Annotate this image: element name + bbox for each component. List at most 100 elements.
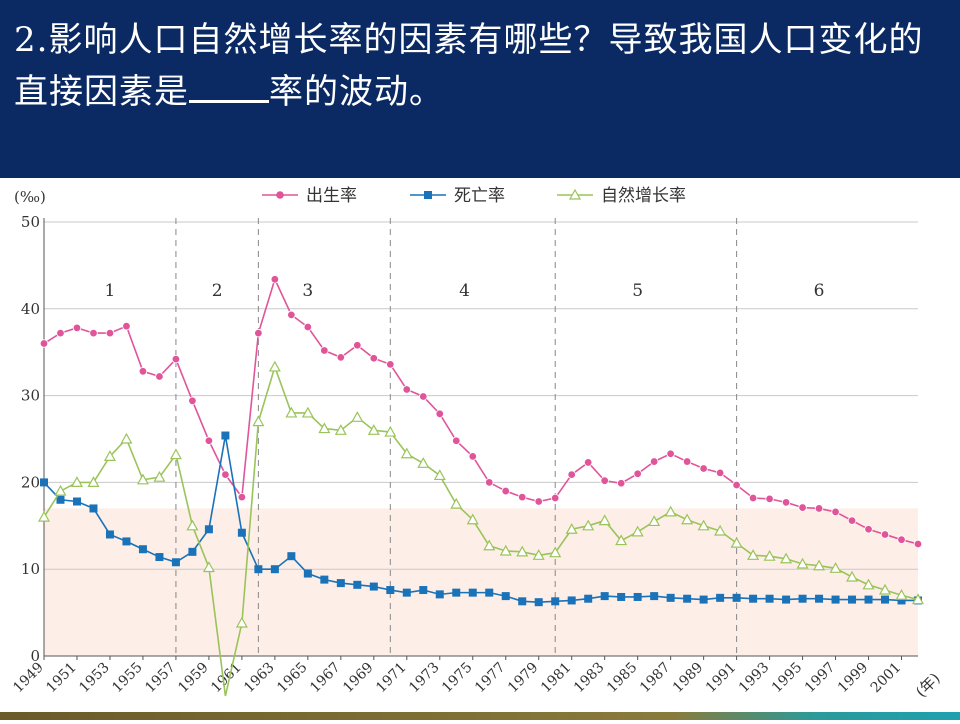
x-tick-label: 1989 xyxy=(670,660,707,697)
data-point-death xyxy=(353,580,362,589)
y-tick-label: 10 xyxy=(21,560,40,578)
shaded-band-lower xyxy=(44,508,918,656)
slide-header: 2.影响人口自然增长率的因素有哪些？导致我国人口变化的直接因素是 率的波动。 xyxy=(0,0,960,178)
data-point-birth xyxy=(567,470,576,479)
data-point-death xyxy=(56,495,65,504)
data-point-birth xyxy=(56,328,65,338)
x-tick-label: 1959 xyxy=(175,660,212,697)
data-point-natural xyxy=(252,415,265,427)
data-point-birth xyxy=(847,516,857,525)
data-point-natural xyxy=(582,519,595,531)
data-point-death xyxy=(303,569,312,578)
x-tick-label: 1997 xyxy=(802,660,839,697)
data-point-birth xyxy=(435,409,444,419)
x-tick-label: 1949 xyxy=(10,660,47,697)
data-point-death xyxy=(369,582,378,591)
legend-label-birth: 出生率 xyxy=(306,186,357,206)
data-point-death xyxy=(221,431,230,440)
data-point-natural xyxy=(878,583,892,595)
data-point-natural xyxy=(466,513,479,525)
data-point-death xyxy=(435,590,444,599)
data-point-death xyxy=(419,586,428,595)
data-point-natural xyxy=(186,519,199,531)
data-point-birth xyxy=(534,497,543,506)
data-point-natural xyxy=(648,515,661,527)
data-point-natural xyxy=(136,473,149,485)
data-point-birth xyxy=(649,457,659,466)
data-point-birth xyxy=(419,392,428,401)
data-point-natural xyxy=(664,505,677,517)
data-point-birth xyxy=(369,354,379,363)
data-point-natural xyxy=(796,557,809,569)
data-point-death xyxy=(732,593,741,602)
data-point-birth xyxy=(188,396,197,406)
data-point-death xyxy=(650,592,659,601)
data-point-death xyxy=(815,594,824,603)
data-point-death xyxy=(402,588,411,597)
data-point-natural xyxy=(846,570,859,582)
period-label: 6 xyxy=(814,281,825,301)
data-point-natural xyxy=(598,514,611,526)
period-label: 1 xyxy=(105,281,116,301)
data-point-death xyxy=(287,552,296,561)
data-point-birth xyxy=(320,346,329,355)
x-tick-label: 1957 xyxy=(142,660,179,697)
data-point-natural xyxy=(631,525,644,537)
data-point-birth xyxy=(303,322,313,332)
data-point-death xyxy=(485,588,494,597)
data-point-birth xyxy=(501,486,510,496)
data-point-birth xyxy=(798,503,807,512)
x-tick-label: 1993 xyxy=(736,660,773,697)
data-point-birth xyxy=(72,323,82,333)
data-point-birth xyxy=(122,321,131,331)
question-part2: 率的波动。 xyxy=(269,72,444,112)
data-point-birth xyxy=(270,275,280,284)
period-label: 4 xyxy=(459,281,470,301)
data-point-natural xyxy=(911,593,925,605)
data-point-death xyxy=(138,545,147,554)
data-point-birth xyxy=(138,367,148,376)
data-point-death xyxy=(551,597,560,606)
data-point-natural xyxy=(433,469,446,481)
data-point-birth xyxy=(254,328,263,338)
data-point-birth xyxy=(468,452,477,461)
data-point-natural xyxy=(384,425,397,437)
period-label: 5 xyxy=(632,281,643,301)
data-point-natural xyxy=(499,544,512,556)
data-point-natural xyxy=(103,450,116,461)
data-point-birth xyxy=(353,341,362,350)
data-point-natural xyxy=(367,424,380,435)
data-point-birth xyxy=(831,507,840,517)
data-point-birth xyxy=(781,498,791,507)
data-point-death xyxy=(864,595,873,604)
data-point-birth xyxy=(715,468,725,478)
x-tick-label: 1965 xyxy=(274,660,311,697)
x-tick-label: 1979 xyxy=(505,660,542,697)
x-tick-label: 1991 xyxy=(703,660,740,697)
data-point-death xyxy=(831,595,840,604)
data-point-birth xyxy=(748,493,758,503)
x-tick-label: 1955 xyxy=(109,660,146,697)
data-point-natural xyxy=(862,578,875,590)
data-point-birth xyxy=(682,457,692,466)
data-point-death xyxy=(188,547,197,556)
data-point-birth xyxy=(485,478,494,487)
data-point-birth xyxy=(913,539,923,549)
data-point-death xyxy=(40,478,48,487)
data-point-death xyxy=(336,579,345,588)
data-point-death xyxy=(716,593,725,602)
answer-blank xyxy=(189,66,269,103)
data-point-birth xyxy=(402,385,411,394)
data-point-natural xyxy=(153,470,166,482)
data-point-birth xyxy=(89,328,98,338)
data-point-birth xyxy=(204,436,214,445)
data-point-death xyxy=(666,593,675,602)
x-tick-label: 1953 xyxy=(76,660,113,697)
data-point-birth xyxy=(765,494,774,504)
x-tick-label: 1971 xyxy=(373,660,410,697)
data-point-natural xyxy=(450,497,463,509)
data-point-birth xyxy=(518,492,527,502)
data-point-death xyxy=(518,597,527,606)
data-point-birth xyxy=(155,372,164,381)
footer-bar xyxy=(0,712,960,720)
